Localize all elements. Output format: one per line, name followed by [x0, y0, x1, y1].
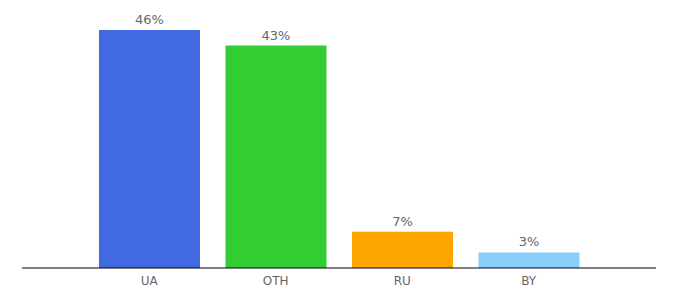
svg-text:RU: RU: [394, 274, 411, 288]
svg-text:3%: 3%: [519, 234, 540, 249]
svg-text:BY: BY: [521, 274, 537, 288]
svg-text:43%: 43%: [262, 28, 291, 43]
svg-text:OTH: OTH: [263, 274, 289, 288]
svg-text:UA: UA: [141, 274, 159, 288]
svg-text:46%: 46%: [135, 12, 164, 27]
svg-text:7%: 7%: [392, 214, 413, 229]
